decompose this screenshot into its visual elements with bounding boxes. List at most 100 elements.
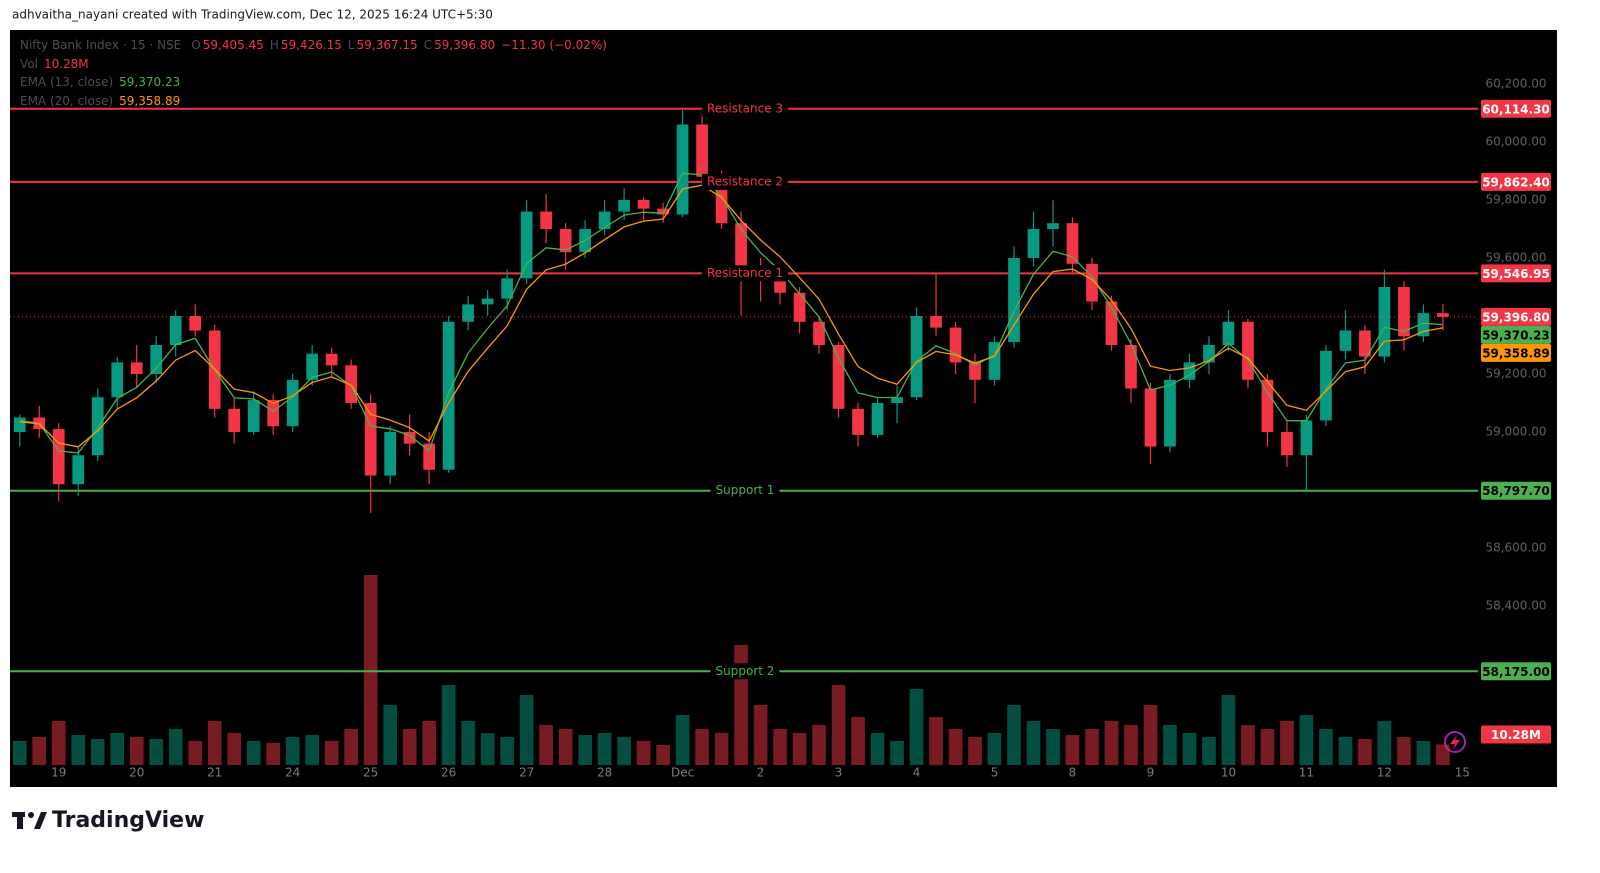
volume-bar bbox=[1280, 721, 1294, 765]
volume-bar bbox=[1104, 721, 1119, 765]
x-tick-label: 19 bbox=[51, 766, 66, 780]
volume-bar bbox=[402, 729, 417, 765]
ohlc-label: C bbox=[424, 38, 432, 52]
candle-body bbox=[267, 400, 280, 427]
volume-bar bbox=[383, 705, 397, 765]
volume-bar bbox=[168, 729, 183, 765]
level-badge: 58,175.00 bbox=[1482, 665, 1550, 679]
x-tick-label: 2 bbox=[757, 766, 765, 780]
candle-body bbox=[1359, 330, 1371, 357]
x-tick-label: 3 bbox=[835, 766, 843, 780]
volume-bar bbox=[227, 733, 242, 765]
candle-body bbox=[481, 298, 494, 305]
candle-body bbox=[540, 211, 552, 229]
volume-bar bbox=[110, 733, 125, 765]
x-tick-label: 12 bbox=[1377, 766, 1392, 780]
ema-badge: 59,358.89 bbox=[1482, 346, 1550, 360]
volume-bar bbox=[461, 721, 475, 765]
volume-bar bbox=[51, 721, 66, 765]
volume-bar bbox=[1260, 729, 1275, 765]
volume-bar bbox=[71, 735, 86, 765]
volume-bar bbox=[246, 741, 261, 765]
candle-body bbox=[384, 432, 397, 476]
volume-bar bbox=[617, 737, 631, 765]
volume-bar bbox=[266, 743, 281, 765]
candle-body bbox=[657, 208, 669, 215]
plot bbox=[10, 107, 1478, 765]
candle-body bbox=[228, 408, 241, 433]
candle-body bbox=[1222, 321, 1235, 345]
volume-bar bbox=[578, 735, 592, 765]
volume-bar bbox=[519, 695, 534, 765]
candle-body bbox=[247, 400, 260, 433]
volume-bar bbox=[129, 737, 144, 765]
candle-body bbox=[1047, 223, 1059, 229]
candle-body bbox=[852, 408, 864, 435]
candle-body bbox=[871, 403, 884, 435]
level-badge: 60,114.30 bbox=[1482, 102, 1550, 116]
x-tick-label: 21 bbox=[207, 766, 222, 780]
x-tick-label: 5 bbox=[991, 766, 999, 780]
x-tick-label: 8 bbox=[1069, 766, 1077, 780]
volume-badge: 10.28M bbox=[1491, 728, 1541, 742]
level-label-bg bbox=[701, 173, 789, 190]
candle-body bbox=[988, 342, 1001, 380]
volume-bar bbox=[207, 721, 222, 765]
volume-badge-bg bbox=[1481, 725, 1551, 744]
candle-body bbox=[1437, 313, 1449, 317]
volume-bar bbox=[539, 725, 553, 765]
volume-bar bbox=[363, 575, 378, 765]
candle-body bbox=[676, 124, 689, 215]
candle-body bbox=[793, 292, 806, 322]
ema-badge-bg bbox=[1481, 325, 1551, 344]
volume-bar bbox=[1358, 739, 1372, 765]
candle-body bbox=[442, 321, 455, 470]
volume-bar bbox=[12, 741, 27, 765]
ema-badge: 59,370.23 bbox=[1482, 328, 1550, 342]
ema-line bbox=[19, 172, 1443, 454]
last-price-badge-bg bbox=[1481, 307, 1551, 326]
legend-row: Vol 10.28M bbox=[20, 57, 89, 71]
candle-body bbox=[813, 321, 825, 345]
x-tick-label: 24 bbox=[285, 766, 300, 780]
candle-body bbox=[1398, 286, 1410, 337]
volume-bar bbox=[1436, 744, 1450, 765]
legend-row: Nifty Bank Index · 15 · NSE O 59,405.45 H 59… bbox=[20, 38, 607, 52]
volume-bar bbox=[1007, 705, 1021, 765]
y-tick-label: 59,600.00 bbox=[1485, 250, 1546, 264]
volume-bar bbox=[1065, 735, 1080, 765]
y-tick-label: 59,800.00 bbox=[1485, 192, 1546, 206]
volume-bar bbox=[909, 689, 924, 765]
candle-body bbox=[364, 403, 377, 476]
candle-body bbox=[1164, 379, 1176, 447]
volume-bar bbox=[149, 739, 164, 765]
logo-icon bbox=[12, 812, 47, 829]
candle-body bbox=[1086, 263, 1098, 302]
x-tick-label: 28 bbox=[597, 766, 612, 780]
candle-body bbox=[1320, 350, 1332, 421]
x-tick-label: Dec bbox=[671, 766, 694, 780]
candle-body bbox=[150, 345, 163, 375]
x-tick-label: 9 bbox=[1147, 766, 1155, 780]
volume-bar bbox=[1221, 695, 1236, 765]
legend-row: EMA (13, close) 59,370.23 bbox=[20, 75, 180, 89]
volume-bar bbox=[344, 729, 358, 765]
ohlc-label: O bbox=[191, 38, 200, 52]
candle-body bbox=[169, 315, 182, 345]
volume-bar bbox=[792, 733, 807, 765]
candle-body bbox=[520, 211, 533, 279]
volume-bar bbox=[675, 715, 690, 765]
candle-body bbox=[696, 124, 708, 177]
candle-body bbox=[91, 397, 104, 456]
level-label-bg bbox=[710, 663, 780, 680]
legend-title: Nifty Bank Index · 15 · NSE bbox=[20, 38, 181, 52]
volume-bar bbox=[1241, 725, 1255, 765]
candle-body bbox=[1300, 420, 1313, 456]
candle-body bbox=[501, 278, 513, 299]
legend-name: EMA (20, close) bbox=[20, 94, 113, 108]
candle-body bbox=[1339, 330, 1352, 351]
candle-body bbox=[1027, 228, 1040, 258]
candle-body bbox=[949, 327, 962, 363]
level-badge-bg bbox=[1481, 172, 1551, 191]
y-tick-label: 58,400.00 bbox=[1485, 599, 1546, 613]
